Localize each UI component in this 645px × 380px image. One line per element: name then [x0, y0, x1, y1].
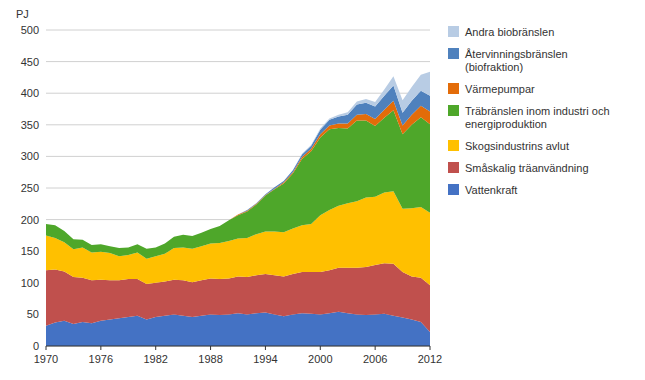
legend-label: Vattenkraft	[465, 184, 517, 196]
area	[46, 72, 430, 249]
x-tick	[265, 346, 266, 350]
x-tick-label: 2006	[363, 353, 387, 365]
y-tick-label: 350	[21, 119, 39, 131]
legend-label-line: Skogsindustrins avlut	[465, 140, 569, 152]
legend-label-line: Vattenkraft	[465, 184, 517, 196]
legend-swatch	[448, 83, 459, 94]
grid-line	[46, 93, 430, 94]
legend-label-line: (biofraktion)	[465, 61, 523, 73]
x-tick-label: 1970	[34, 353, 58, 365]
grid-line	[46, 61, 430, 62]
x-tick-label: 2012	[418, 353, 442, 365]
legend-label: Andra biobränslen	[465, 26, 554, 38]
x-axis-line	[46, 346, 430, 347]
grid	[46, 30, 430, 346]
legend-swatch	[448, 26, 459, 37]
x-tick-label: 1976	[89, 353, 113, 365]
y-tick-label: 0	[33, 340, 39, 352]
y-tick-label: 500	[21, 24, 39, 36]
y-tick-label: 400	[21, 87, 39, 99]
y-tick-label: 150	[21, 245, 39, 257]
grid-line	[46, 30, 430, 31]
chart: 0501001502002503003504004505001970197619…	[0, 0, 645, 380]
areas	[46, 72, 430, 346]
legend-swatch	[448, 48, 459, 59]
y-tick-label: 100	[21, 277, 39, 289]
y-tick-label: 250	[21, 182, 39, 194]
x-tick	[375, 346, 376, 350]
legend-label: Träbränslen inom industri ochenergiprodu…	[465, 105, 610, 130]
legend-label-line: Småskalig träanvändning	[465, 162, 589, 174]
area	[46, 101, 430, 249]
legend-label: Återvinningsbränslen(biofraktion)	[465, 48, 568, 73]
x-tick	[210, 346, 211, 350]
x-axis: 1970 1976 1982 1988 1994 2000 2006 2012	[34, 346, 442, 365]
legend-swatch	[448, 105, 459, 116]
y-axis-label: PJ	[16, 8, 29, 20]
y-tick-label: 50	[27, 308, 39, 320]
legend-label-line: Värmepumpar	[465, 83, 535, 95]
y-tick-label: 200	[21, 214, 39, 226]
legend-label: Värmepumpar	[465, 83, 535, 95]
x-tick-label: 1988	[198, 353, 222, 365]
y-tick-label: 450	[21, 56, 39, 68]
area	[46, 86, 430, 249]
legend-swatch	[448, 162, 459, 173]
x-tick	[320, 346, 321, 350]
legend-label: Småskalig träanvändning	[465, 162, 589, 174]
x-tick	[430, 346, 431, 350]
x-tick-label: 1994	[253, 353, 277, 365]
legend-label-line: Träbränslen inom industri och	[465, 105, 610, 117]
x-tick	[46, 346, 47, 350]
x-tick-label: 2000	[308, 353, 332, 365]
legend: Andra biobränslen Återvinningsbränslen(bi…	[448, 26, 610, 196]
legend-swatch	[448, 140, 459, 151]
grid-line	[46, 346, 430, 347]
legend-label: Skogsindustrins avlut	[465, 140, 569, 152]
legend-label-line: Återvinningsbränslen	[465, 48, 568, 60]
x-tick	[155, 346, 156, 350]
legend-swatch	[448, 184, 459, 195]
legend-label-line: Andra biobränslen	[465, 26, 554, 38]
legend-label-line: energiproduktion	[465, 118, 547, 130]
area	[46, 110, 430, 259]
y-tick-label: 300	[21, 150, 39, 162]
x-tick-label: 1982	[143, 353, 167, 365]
x-tick	[100, 346, 101, 350]
